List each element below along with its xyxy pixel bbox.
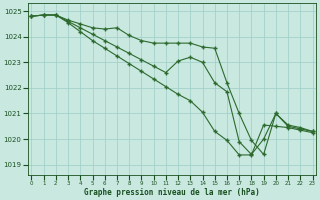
X-axis label: Graphe pression niveau de la mer (hPa): Graphe pression niveau de la mer (hPa) <box>84 188 260 197</box>
